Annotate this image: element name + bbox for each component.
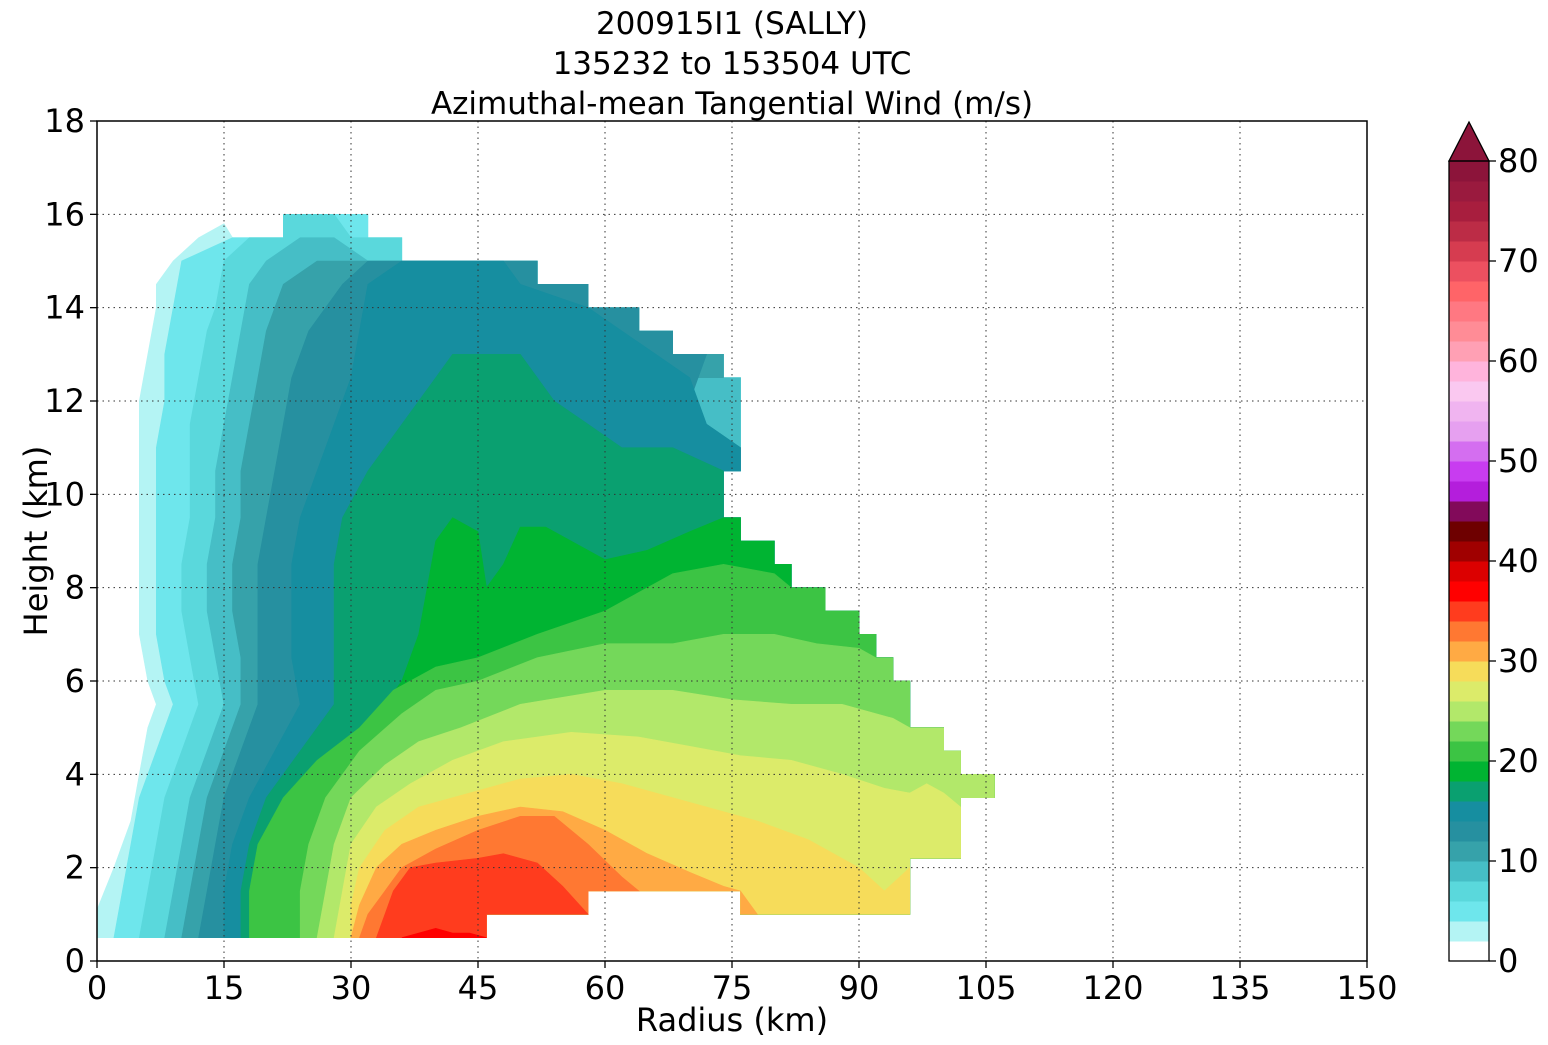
y-tick-label: 16 (44, 195, 85, 233)
grid-lines (97, 121, 1367, 961)
colorbar-segment (1449, 721, 1489, 742)
chart-title-line-1: 200915I1 (SALLY) (596, 6, 868, 42)
colorbar-segment (1449, 581, 1489, 602)
x-tick-label: 0 (87, 969, 107, 1007)
chart-title-line-2: 135232 to 153504 UTC (553, 46, 912, 82)
colorbar-tick-label: 70 (1498, 242, 1539, 280)
colorbar-tick-label: 60 (1498, 342, 1539, 380)
x-tick-label: 75 (712, 969, 753, 1007)
colorbar-segment (1449, 461, 1489, 482)
colorbar-tick-label: 50 (1498, 442, 1539, 480)
contour-fill-36 (401, 927, 487, 938)
x-tick-label: 60 (585, 969, 626, 1007)
colorbar-segment (1449, 661, 1489, 682)
colorbar-segment (1449, 861, 1489, 882)
colorbar-segment (1449, 601, 1489, 622)
colorbar-tick-label: 20 (1498, 742, 1539, 780)
plot-area (96, 120, 1368, 962)
colorbar-segment (1449, 401, 1489, 422)
x-tick-label: 90 (839, 969, 880, 1007)
colorbar-segment (1449, 241, 1489, 262)
colorbar-segment (1449, 341, 1489, 362)
colorbar-segment (1449, 521, 1489, 542)
y-axis-title: Height (km) (17, 446, 55, 637)
y-tick-label: 18 (44, 102, 85, 140)
y-tick-label: 6 (65, 662, 85, 700)
colorbar-segment (1449, 701, 1489, 722)
colorbar-segment (1449, 621, 1489, 642)
colorbar-segment (1449, 221, 1489, 242)
x-tick-label: 30 (331, 969, 372, 1007)
y-tick-label: 4 (65, 755, 85, 793)
colorbar-segment (1449, 181, 1489, 202)
contour-fill-layer (97, 214, 995, 938)
x-tick-label: 15 (204, 969, 245, 1007)
colorbar-segment (1449, 681, 1489, 702)
colorbar-extend-arrow (1447, 120, 1491, 162)
x-tick-label: 120 (1082, 969, 1143, 1007)
colorbar-segment (1449, 201, 1489, 222)
y-tick-label: 8 (65, 569, 85, 607)
colorbar-tick-label: 30 (1498, 642, 1539, 680)
x-axis-title: Radius (km) (636, 1001, 828, 1039)
contour-fill-34 (375, 853, 589, 938)
colorbar-segment (1449, 421, 1489, 442)
y-tick-label: 14 (44, 289, 85, 327)
colorbar-tick-label: 40 (1498, 542, 1539, 580)
x-tick-label: 135 (1209, 969, 1270, 1007)
colorbar-tick-label: 0 (1498, 942, 1518, 980)
y-tick-label: 12 (44, 382, 85, 420)
colorbar-segment (1449, 321, 1489, 342)
y-tick-label: 2 (65, 849, 85, 887)
colorbar-segment (1449, 921, 1489, 942)
colorbar-segment (1449, 901, 1489, 922)
colorbar-segment (1449, 261, 1489, 282)
colorbar-segment (1449, 501, 1489, 522)
colorbar-segment (1449, 821, 1489, 842)
colorbar-segment (1449, 481, 1489, 502)
chart-title: 200915I1 (SALLY) 135232 to 153504 UTC Az… (431, 6, 1033, 122)
colorbar-segment (1449, 381, 1489, 402)
colorbar-segment (1449, 541, 1489, 562)
colorbar-segment (1449, 161, 1489, 182)
colorbar-segment (1449, 301, 1489, 322)
y-tick-label: 10 (44, 475, 85, 513)
colorbar-segment (1449, 741, 1489, 762)
y-axis: 0 2 4 6 8 10 12 14 16 18 (44, 102, 97, 980)
colorbar-segment (1449, 801, 1489, 822)
x-tick-label: 105 (955, 969, 1016, 1007)
colorbar-segment (1449, 641, 1489, 662)
chart-title-line-3: Azimuthal-mean Tangential Wind (m/s) (431, 86, 1033, 122)
colorbar-segment (1449, 761, 1489, 782)
x-tick-label: 150 (1336, 969, 1397, 1007)
x-axis: 0 15 30 45 60 75 90 105 120 135 150 (87, 961, 1398, 1007)
colorbar-segment (1449, 281, 1489, 302)
x-tick-label: 45 (458, 969, 499, 1007)
colorbar-tick-label: 80 (1498, 142, 1539, 180)
colorbar-segment (1449, 361, 1489, 382)
colorbar: 0 10 20 30 40 50 60 70 80 (1447, 120, 1539, 980)
colorbar-segment (1449, 941, 1489, 962)
colorbar-segment (1449, 881, 1489, 902)
colorbar-segment (1449, 441, 1489, 462)
y-tick-label: 0 (65, 942, 85, 980)
colorbar-segment (1449, 841, 1489, 862)
colorbar-segment (1449, 781, 1489, 802)
colorbar-tick-label: 10 (1498, 842, 1539, 880)
colorbar-segment (1449, 561, 1489, 582)
